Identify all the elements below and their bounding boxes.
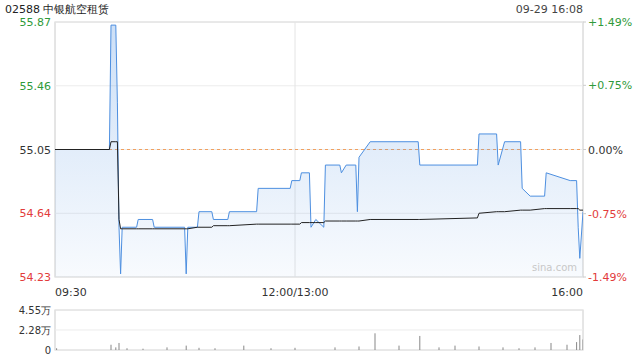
watermark: sina.com [532,262,577,273]
y-tick-label: 54.64 [20,207,52,220]
volume-tick-label: 4.55万 [19,305,51,316]
volume-bar [186,346,187,350]
grid-line [55,329,583,330]
y-tick-label: 55.05 [20,144,52,157]
tick-mark [583,85,586,86]
subtitle: 09-29 16:08 [516,3,583,16]
volume-bar [375,333,376,350]
chart: 02588 中银航空租赁 09-29 16:08 sina.com 54.23 54.6… [0,0,640,360]
grid-line [55,310,583,311]
grid-line [55,85,583,86]
y2-tick-label: 0.00% [588,144,623,157]
volume-bar [243,346,244,350]
volume-bar [576,342,577,350]
volume-bar [359,346,360,350]
y2-tick-label: -0.75% [588,208,627,221]
volume-bar [399,346,400,350]
grid-line [55,350,583,351]
title: 02588 中银航空租赁 [5,3,110,16]
volume-bar [111,345,112,350]
x-tick-label: 12:00/13:00 [261,286,328,299]
volume-bar [567,345,568,350]
y-tick-label: 55.87 [20,16,52,29]
y2-tick-label: -1.49% [588,271,627,284]
plot-frame [55,22,583,277]
volume-bar [199,348,200,350]
volume-tick-label: 0 [45,345,51,356]
grid-line [55,22,583,23]
x-tick-label: 16:00 [551,286,583,299]
volume-bar [455,346,456,350]
volume-area [56,333,583,350]
tick-mark [583,277,586,278]
line [55,142,583,229]
volume-bar [215,348,216,350]
volume-bar [551,343,552,350]
volume-bar [535,347,536,350]
volume-bar [479,346,480,350]
volume-bar [503,347,504,350]
volume-bar [579,335,580,350]
volume-bar [56,348,57,350]
volume-bar [335,347,336,350]
y-tick-label: 54.23 [20,271,52,284]
x-tick-label: 09:30 [55,286,87,299]
volume-bar [439,347,440,350]
volume-bar [271,348,272,350]
volume-bar [419,336,420,350]
volume-bar [295,348,296,350]
y2-tick-label: +0.75% [588,79,632,92]
volume-bar [519,348,520,350]
area [55,25,583,277]
volume-bar [115,347,116,350]
tick-mark [583,213,586,214]
plot-area [55,25,583,277]
tick-mark [583,22,586,23]
volume-bar [127,348,128,350]
volume-bar [143,349,144,350]
volume-bar [119,343,120,350]
tick-mark [583,149,586,150]
volume-bar [167,347,168,350]
y-tick-label: 55.46 [20,80,52,93]
volume-bar [583,339,584,350]
volume-frame [55,310,583,350]
volume-tick-label: 2.28万 [19,325,51,336]
y2-tick-label: +1.49% [588,16,632,29]
line [55,25,583,274]
